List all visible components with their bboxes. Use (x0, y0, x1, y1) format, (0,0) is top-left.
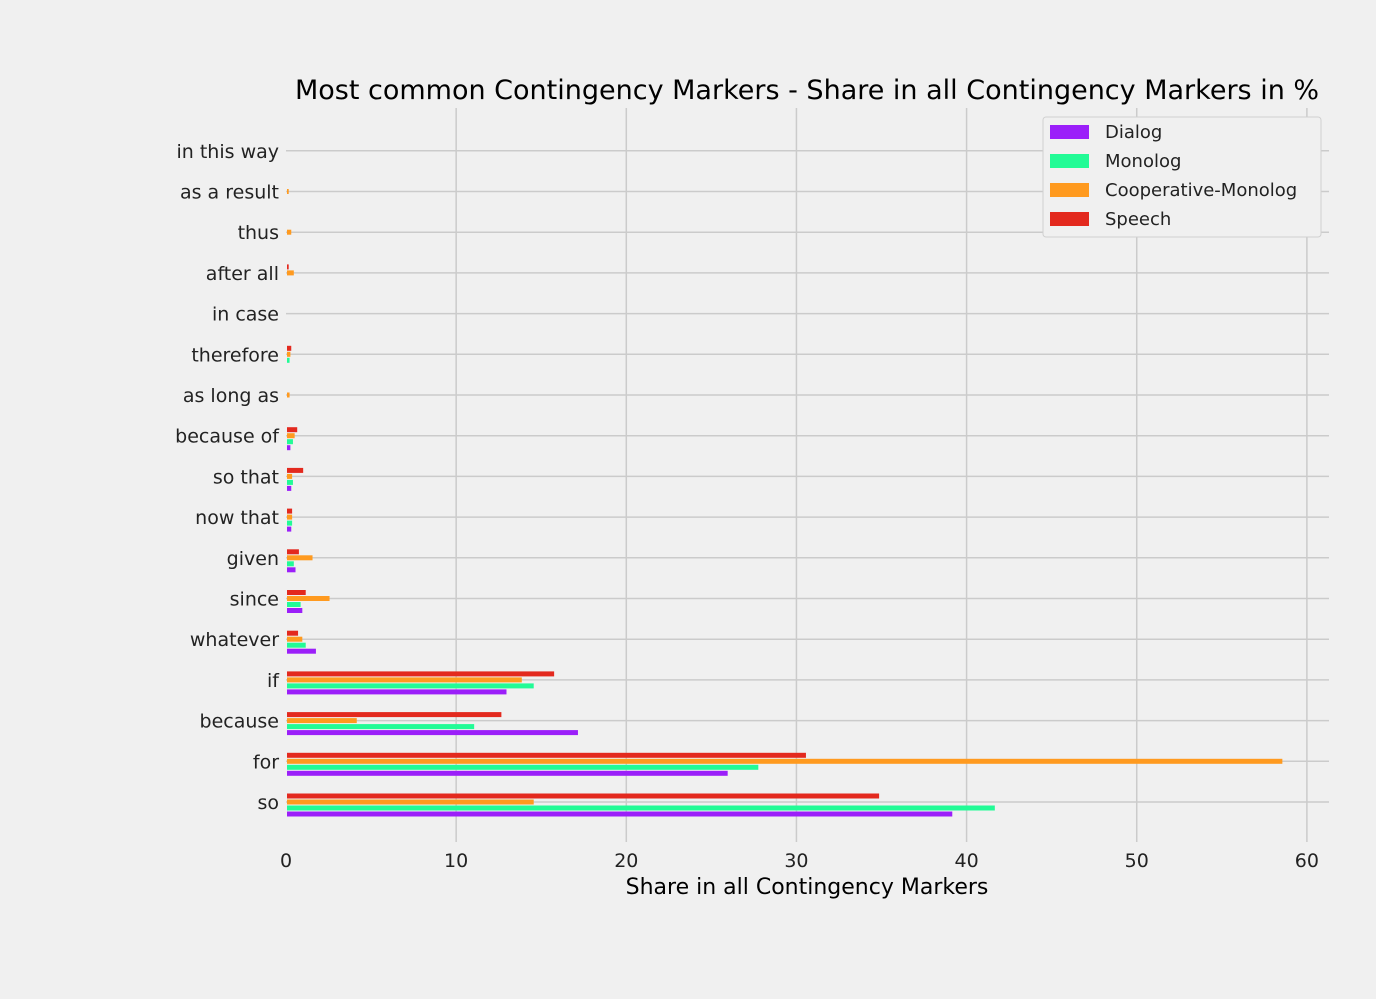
category-label: as long as (183, 385, 279, 407)
x-tick-labels: 0 10 20 30 40 50 60 (280, 850, 1319, 872)
bar-monolog-so-that (287, 479, 293, 485)
x-tick-label: 50 (1125, 850, 1149, 872)
bar-cooperative-monolog-since (287, 596, 330, 601)
bar-speech-whatever (287, 630, 299, 636)
legend-label: Cooperative-Monolog (1105, 180, 1297, 201)
bar-dialog-whatever (287, 648, 316, 654)
bar-monolog-because-of (287, 439, 293, 445)
chart-title: Most common Contingency Markers - Share … (295, 75, 1319, 106)
category-label: thus (238, 222, 279, 244)
legend-swatch (1050, 154, 1089, 168)
bar-cooperative-monolog-for (287, 758, 1283, 764)
bar-speech-so (287, 793, 880, 799)
category-label: since (230, 589, 279, 611)
bar-dialog-if (287, 689, 507, 695)
bar-monolog-given (287, 561, 294, 567)
category-label: as a result (180, 182, 279, 204)
x-tick-label: 30 (784, 850, 808, 872)
category-label: if (267, 670, 280, 692)
bar-cooperative-monolog-therefore (287, 351, 291, 357)
legend-label: Dialog (1105, 122, 1162, 143)
bar-speech-after-all (287, 264, 289, 270)
bar-monolog-if (287, 683, 534, 689)
bar-cooperative-monolog-so (287, 799, 534, 805)
x-tick-label: 0 (280, 850, 292, 872)
x-tick-label: 40 (954, 850, 978, 872)
bar-monolog-now-that (287, 520, 293, 526)
category-labels: so for because if whatever since given now that… (175, 141, 280, 814)
bar-speech-given (287, 549, 299, 555)
bar-cooperative-monolog-because-of (287, 433, 295, 439)
bar-dialog-because-of (287, 445, 291, 451)
legend-frame (1042, 116, 1322, 238)
bar-cooperative-monolog-so-that (287, 473, 293, 479)
bar-monolog-therefore (287, 357, 290, 363)
bar-dialog-for (287, 770, 728, 776)
bar-cooperative-monolog-as-long-as (287, 392, 290, 398)
x-tick-label: 20 (614, 850, 638, 872)
bar-monolog-because (287, 724, 475, 730)
bar-speech-if (287, 671, 555, 677)
x-axis-label: Share in all Contingency Markers (626, 875, 989, 900)
category-label: so (257, 792, 279, 814)
bar-cooperative-monolog-because (287, 718, 357, 724)
bar-speech-because-of (287, 427, 298, 433)
bar-cooperative-monolog-now-that (287, 514, 293, 520)
bar-monolog-whatever (287, 642, 306, 648)
bar-dialog-so-that (287, 485, 292, 491)
legend-label: Monolog (1105, 151, 1181, 172)
bar-cooperative-monolog-if (287, 677, 522, 683)
bar-cooperative-monolog-as-a-result (287, 189, 289, 194)
category-label: after all (206, 263, 279, 285)
category-label: whatever (190, 629, 279, 651)
bar-speech-since (287, 590, 306, 595)
category-label: so that (213, 466, 279, 488)
legend-swatch (1050, 212, 1089, 226)
bar-cooperative-monolog-whatever (287, 636, 303, 642)
category-label: because of (175, 426, 280, 448)
legend-swatch (1050, 183, 1089, 197)
category-label: in case (212, 304, 279, 326)
bars-layer (287, 189, 1283, 817)
bar-cooperative-monolog-after-all (287, 270, 294, 276)
bar-speech-because (287, 712, 502, 718)
bar-monolog-for (287, 764, 759, 770)
category-label: therefore (191, 344, 279, 366)
x-tick-label: 10 (444, 850, 468, 872)
bar-cooperative-monolog-given (287, 555, 313, 561)
bar-speech-so-that (287, 467, 304, 473)
bar-dialog-now-that (287, 526, 292, 532)
bar-dialog-because (287, 730, 578, 736)
bar-dialog-since (287, 608, 303, 613)
bar-monolog-so (287, 805, 995, 811)
bar-dialog-given (287, 567, 296, 573)
bar-cooperative-monolog-thus (287, 229, 292, 235)
legend-swatch (1050, 125, 1089, 139)
bar-dialog-so (287, 811, 953, 817)
bar-speech-now-that (287, 508, 293, 514)
category-label: because (200, 711, 279, 733)
legend: Dialog Monolog Cooperative-Monolog Speech (1042, 116, 1322, 238)
bar-speech-therefore (287, 345, 292, 351)
x-tick-label: 60 (1295, 850, 1319, 872)
category-label: now that (195, 507, 279, 529)
bar-monolog-since (287, 602, 301, 607)
legend-label: Speech (1105, 209, 1171, 230)
bar-speech-for (287, 752, 806, 758)
category-label: for (253, 751, 279, 773)
category-label: in this way (177, 141, 280, 163)
category-label: given (227, 548, 279, 570)
